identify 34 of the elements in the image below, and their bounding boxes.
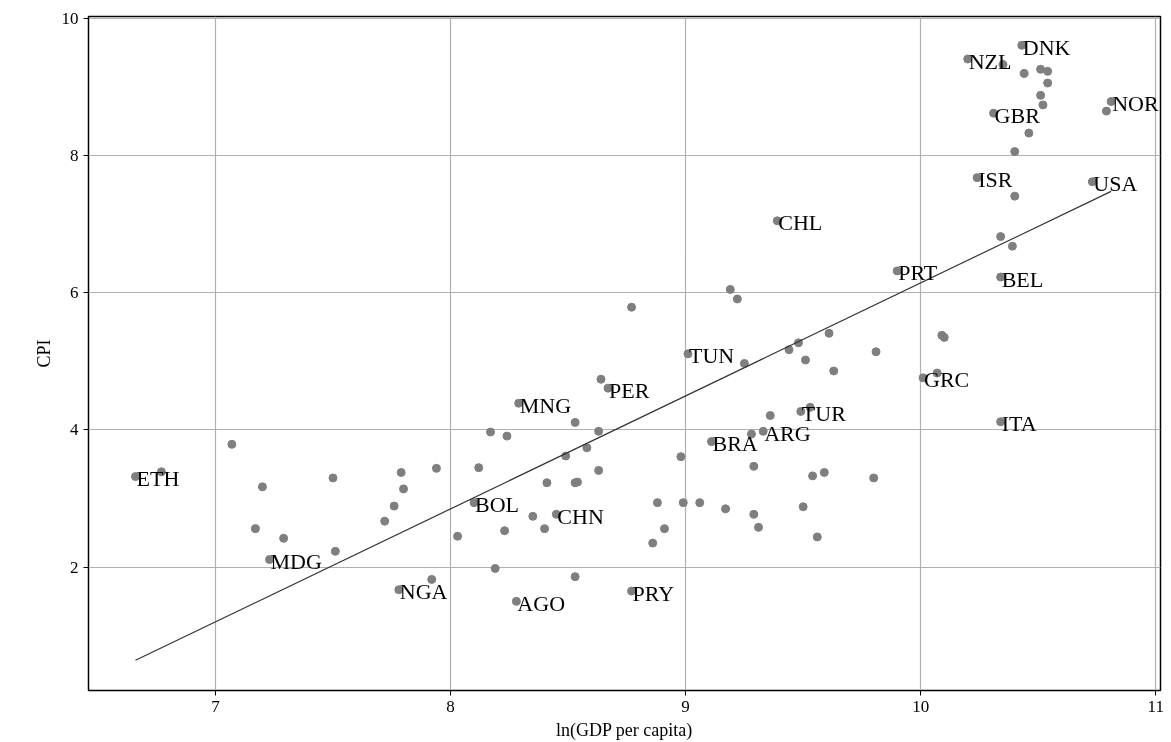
annotation: ISR: [978, 167, 1013, 193]
y-tick-label: 8: [70, 146, 79, 166]
annotation: PRT: [898, 260, 938, 286]
y-tick-label: 4: [70, 420, 79, 440]
annotation: AGO: [517, 590, 566, 616]
x-tick-label: 8: [446, 696, 455, 716]
annotation: PER: [609, 377, 650, 403]
annotation: NOR: [1112, 91, 1159, 117]
annotation: NZL: [968, 48, 1012, 74]
annotation: ETH: [136, 466, 180, 492]
annotation: CHN: [557, 503, 604, 529]
y-tick-label: 2: [70, 557, 79, 577]
y-axis-title: CPI: [33, 339, 54, 368]
annotation: DNK: [1022, 34, 1071, 60]
annotation: TUN: [688, 343, 735, 369]
annotation: BEL: [1001, 266, 1044, 292]
annotation: MDG: [270, 549, 322, 575]
annotation: MNG: [519, 392, 572, 418]
annotation: GBR: [994, 102, 1041, 128]
x-tick-label: 11: [1147, 696, 1164, 716]
annotation: NGA: [399, 579, 448, 605]
x-tick-label: 9: [681, 696, 690, 716]
annotation: GRC: [924, 367, 970, 393]
annotation: USA: [1093, 171, 1138, 197]
annotation: CHL: [778, 210, 823, 236]
x-axis-title: ln(GDP per capita): [556, 719, 693, 741]
x-tick-label: 7: [211, 696, 221, 716]
annotation: BRA: [712, 431, 758, 457]
y-tick-label: 10: [61, 9, 79, 29]
y-tick-label: 6: [70, 283, 79, 303]
x-tick-label: 10: [912, 696, 930, 716]
annotation: PRY: [632, 580, 675, 606]
annotation: BOL: [475, 492, 520, 518]
annotation: ITA: [1001, 411, 1037, 437]
